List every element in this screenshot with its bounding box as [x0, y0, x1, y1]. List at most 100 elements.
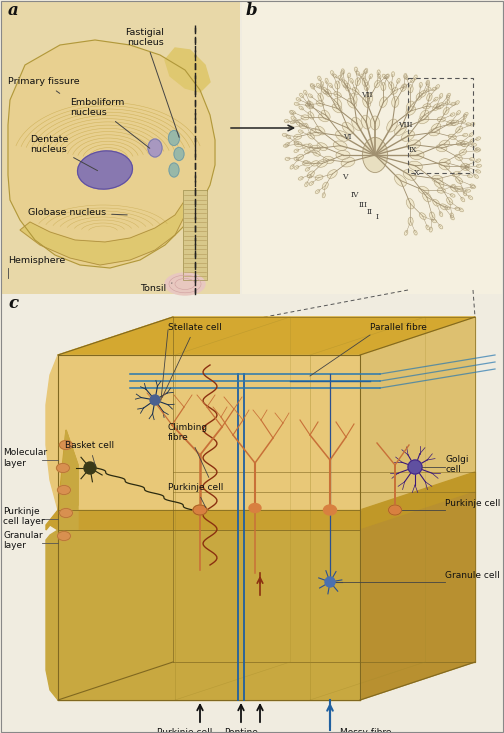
Ellipse shape — [449, 134, 456, 139]
Ellipse shape — [470, 158, 475, 161]
Ellipse shape — [305, 123, 308, 128]
Ellipse shape — [291, 111, 295, 114]
Ellipse shape — [402, 130, 414, 141]
Bar — [242, 2, 502, 294]
Ellipse shape — [456, 177, 463, 184]
Ellipse shape — [340, 70, 344, 75]
Ellipse shape — [459, 150, 466, 155]
Ellipse shape — [365, 68, 368, 73]
Ellipse shape — [405, 75, 408, 80]
Ellipse shape — [336, 130, 349, 141]
Text: Hemisphere: Hemisphere — [8, 256, 65, 265]
Ellipse shape — [395, 124, 406, 136]
Polygon shape — [360, 317, 475, 510]
Ellipse shape — [403, 170, 416, 180]
Ellipse shape — [57, 531, 71, 540]
Ellipse shape — [461, 163, 469, 169]
Ellipse shape — [333, 74, 337, 78]
Ellipse shape — [426, 81, 429, 86]
Ellipse shape — [455, 186, 463, 191]
Text: Parallel fibre: Parallel fibre — [370, 323, 427, 332]
Ellipse shape — [391, 87, 398, 95]
Ellipse shape — [315, 175, 323, 180]
Ellipse shape — [148, 139, 162, 157]
Text: IV: IV — [351, 191, 359, 199]
Ellipse shape — [426, 80, 429, 85]
Ellipse shape — [463, 114, 467, 119]
Ellipse shape — [419, 213, 426, 219]
Ellipse shape — [304, 90, 307, 95]
Polygon shape — [360, 472, 475, 530]
Text: Dentate
nucleus: Dentate nucleus — [30, 135, 98, 171]
Ellipse shape — [445, 206, 450, 210]
Ellipse shape — [411, 78, 415, 82]
Ellipse shape — [301, 115, 309, 120]
Ellipse shape — [285, 142, 289, 147]
Ellipse shape — [476, 148, 481, 151]
Text: Mossy fibre: Mossy fibre — [340, 728, 392, 733]
Ellipse shape — [290, 165, 294, 169]
Ellipse shape — [380, 97, 387, 108]
Ellipse shape — [363, 70, 367, 74]
Ellipse shape — [401, 84, 407, 91]
Ellipse shape — [284, 119, 289, 122]
Ellipse shape — [465, 166, 469, 170]
Ellipse shape — [310, 84, 315, 87]
Text: I: I — [375, 213, 379, 221]
Polygon shape — [20, 200, 185, 265]
Ellipse shape — [165, 273, 205, 295]
Ellipse shape — [336, 150, 350, 160]
Ellipse shape — [427, 93, 432, 101]
Ellipse shape — [434, 97, 438, 101]
Text: Tonsil: Tonsil — [140, 283, 172, 293]
Ellipse shape — [350, 78, 353, 83]
Ellipse shape — [451, 216, 454, 220]
Ellipse shape — [414, 230, 417, 235]
Ellipse shape — [318, 76, 321, 81]
Ellipse shape — [456, 126, 463, 133]
Ellipse shape — [325, 78, 328, 84]
Circle shape — [408, 460, 422, 474]
Polygon shape — [173, 492, 475, 662]
Ellipse shape — [363, 97, 370, 108]
Ellipse shape — [347, 73, 350, 78]
Ellipse shape — [326, 89, 331, 97]
Ellipse shape — [294, 134, 301, 139]
Ellipse shape — [384, 75, 389, 78]
Ellipse shape — [455, 207, 460, 210]
Ellipse shape — [418, 116, 429, 124]
Ellipse shape — [461, 197, 465, 202]
Text: III: III — [358, 201, 367, 209]
Ellipse shape — [285, 158, 290, 161]
Ellipse shape — [329, 83, 333, 87]
Ellipse shape — [439, 162, 450, 170]
Ellipse shape — [471, 185, 476, 188]
Ellipse shape — [435, 85, 439, 89]
Ellipse shape — [450, 113, 455, 117]
Text: Stellate cell: Stellate cell — [162, 323, 222, 397]
Text: a: a — [8, 2, 19, 19]
Ellipse shape — [299, 93, 303, 97]
Ellipse shape — [307, 133, 314, 139]
Ellipse shape — [397, 78, 400, 83]
Ellipse shape — [56, 463, 70, 473]
Ellipse shape — [328, 170, 337, 178]
Ellipse shape — [352, 117, 362, 130]
Ellipse shape — [420, 110, 429, 120]
Polygon shape — [58, 317, 475, 355]
Ellipse shape — [433, 199, 439, 206]
Ellipse shape — [57, 485, 71, 495]
Ellipse shape — [283, 144, 288, 147]
Ellipse shape — [341, 158, 355, 167]
Ellipse shape — [389, 82, 394, 89]
Ellipse shape — [470, 122, 475, 126]
Ellipse shape — [59, 509, 73, 517]
Ellipse shape — [451, 185, 455, 188]
Ellipse shape — [361, 115, 371, 129]
Ellipse shape — [443, 107, 449, 114]
Text: II: II — [367, 208, 373, 216]
Ellipse shape — [377, 70, 380, 75]
Ellipse shape — [308, 94, 312, 97]
Ellipse shape — [316, 190, 320, 194]
Ellipse shape — [453, 172, 460, 177]
